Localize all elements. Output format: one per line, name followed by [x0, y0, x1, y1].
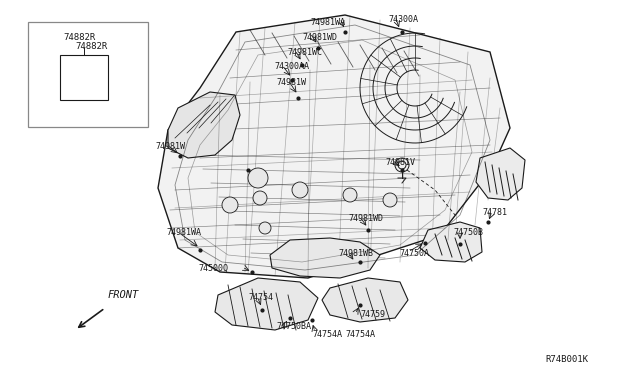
Text: 74500Q: 74500Q [198, 264, 228, 273]
Circle shape [292, 182, 308, 198]
Text: 74882R: 74882R [63, 33, 95, 42]
Polygon shape [322, 278, 408, 322]
Text: 74981WD: 74981WD [348, 214, 383, 223]
Text: 74882R: 74882R [75, 42, 108, 51]
Polygon shape [420, 222, 482, 262]
Text: 74981W: 74981W [155, 142, 185, 151]
Circle shape [383, 193, 397, 207]
Circle shape [259, 222, 271, 234]
Circle shape [253, 191, 267, 205]
Text: 74981V: 74981V [385, 158, 415, 167]
Bar [60, 55, 108, 100]
Text: 74981WA: 74981WA [310, 18, 345, 27]
Text: 74754A: 74754A [345, 330, 375, 339]
Circle shape [248, 168, 268, 188]
Text: 74759: 74759 [360, 310, 385, 319]
Text: 74981WB: 74981WB [338, 249, 373, 258]
Text: 74754A: 74754A [312, 330, 342, 339]
Polygon shape [215, 278, 318, 330]
Circle shape [222, 197, 238, 213]
Text: R74B001K: R74B001K [545, 355, 588, 364]
Text: 74300A: 74300A [388, 15, 418, 24]
Text: FRONT: FRONT [108, 290, 140, 300]
Text: 74750B: 74750B [453, 228, 483, 237]
Polygon shape [168, 92, 240, 158]
Polygon shape [476, 148, 525, 200]
Polygon shape [158, 15, 510, 278]
Circle shape [343, 188, 357, 202]
Text: 74754: 74754 [248, 293, 273, 302]
Circle shape [398, 161, 406, 169]
Text: 74981WC: 74981WC [287, 48, 322, 57]
Bar [28, 22, 148, 127]
Text: 74750BA: 74750BA [276, 322, 311, 331]
Text: 74781: 74781 [482, 208, 507, 217]
Text: 74750A: 74750A [399, 249, 429, 258]
Text: 74981W: 74981W [276, 78, 306, 87]
Circle shape [395, 158, 409, 172]
Text: 74981WD: 74981WD [302, 33, 337, 42]
Text: 74981WA: 74981WA [166, 228, 201, 237]
Text: 74300AA: 74300AA [274, 62, 309, 71]
Polygon shape [270, 238, 380, 278]
